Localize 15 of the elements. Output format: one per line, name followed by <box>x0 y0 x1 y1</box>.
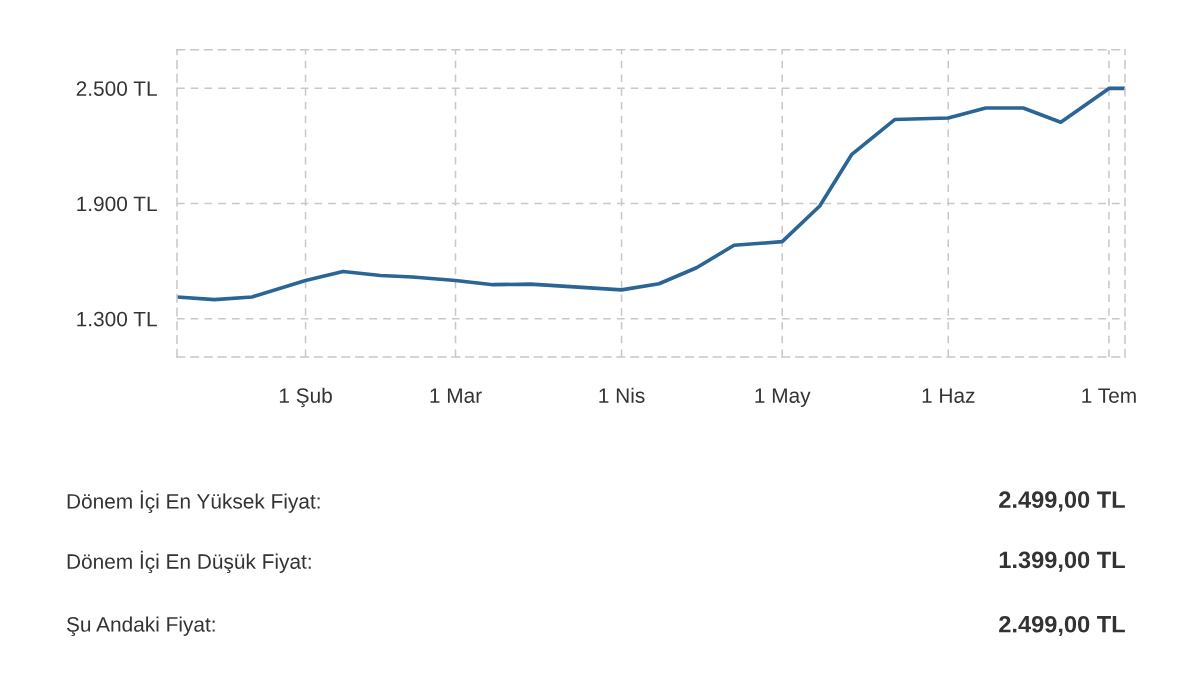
text: Dönem İçi En Düşük Fiyat: <box>67 550 311 574</box>
x-tick-label: 1 Tem <box>1082 388 1136 403</box>
x-tick-label: 1 Haz <box>922 388 975 403</box>
x-tick-label: 1 Mar <box>430 388 482 403</box>
x-tick-label: 1 Nis <box>599 387 645 403</box>
y-tick-label: 1.300 TL <box>77 311 157 327</box>
text: Şu Andaki Fiyat: <box>66 616 215 637</box>
x-tick-label: 1 May <box>755 388 811 408</box>
text: 2.499,00 TL <box>999 615 1125 637</box>
text: Dönem İçi En Yüksek Fiyat: <box>67 490 320 513</box>
y-tick-label: 1.900 TL <box>77 196 157 212</box>
text: 2.499,00 TL <box>999 491 1125 512</box>
text: 1.399,00 TL <box>999 551 1125 572</box>
x-tick-label: 1 Şub <box>279 387 332 408</box>
y-tick-label: 2.500 TL <box>76 81 157 96</box>
